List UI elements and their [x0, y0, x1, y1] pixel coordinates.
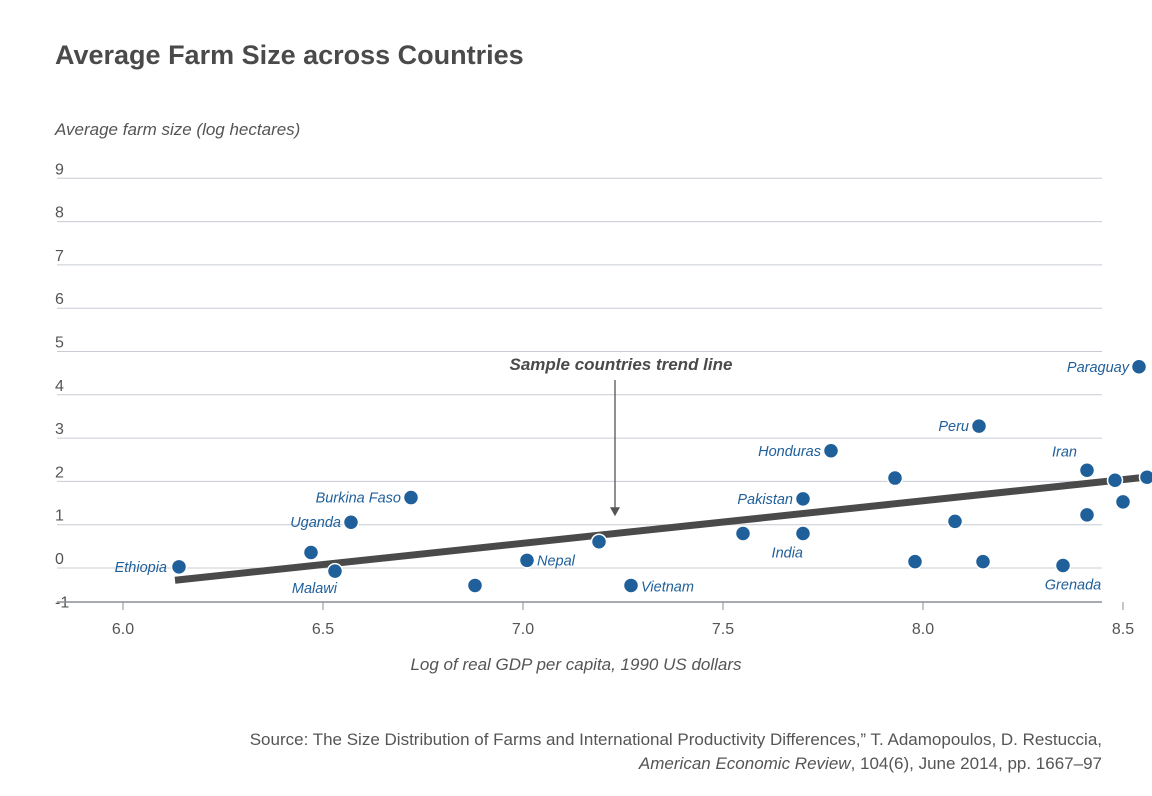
x-tick-2: 7.0 — [512, 621, 534, 638]
trend-line — [174, 472, 1152, 584]
y-tick-10: 9 — [55, 161, 64, 178]
label-uganda: Uganda — [290, 515, 341, 531]
point-pakistan — [794, 490, 812, 508]
data-points — [170, 358, 1152, 594]
point-burkina-faso — [402, 489, 420, 506]
point-7 — [590, 533, 608, 550]
label-nepal: Nepal — [537, 553, 576, 569]
annotation: Sample countries trend line — [510, 355, 733, 517]
point-20 — [1078, 506, 1096, 524]
point-21 — [1106, 471, 1124, 489]
y-tick-6: 5 — [55, 335, 64, 352]
source-note: Source: The Size Distribution of Farms a… — [250, 728, 1102, 776]
point-vietnam — [622, 577, 640, 594]
x-tick-4: 8.0 — [912, 621, 934, 638]
x-axis-label: Log of real GDP per capita, 1990 US doll… — [410, 655, 742, 674]
y-tick-0: -1 — [55, 594, 69, 611]
point-17 — [974, 553, 992, 570]
x-tick-1: 6.5 — [312, 621, 334, 638]
y-tick-labels: -1 0 1 2 3 4 5 6 7 8 9 — [55, 161, 69, 611]
label-india: India — [772, 545, 803, 561]
grid-lines — [57, 177, 1102, 569]
y-tick-8: 7 — [55, 248, 64, 265]
point-22 — [1114, 493, 1132, 511]
point-grenada — [1054, 557, 1072, 574]
trend-line-group — [174, 472, 1152, 584]
source-citation: , 104(6), June 2014, pp. 1667–97 — [850, 754, 1102, 773]
point-malawi — [326, 562, 344, 580]
label-peru: Peru — [938, 419, 969, 435]
point-peru — [970, 417, 988, 435]
point-15 — [946, 513, 964, 530]
y-tick-5: 4 — [55, 378, 64, 395]
point-ethiopia — [170, 558, 188, 576]
annotation-arrow-head — [610, 507, 620, 517]
x-tick-0: 6.0 — [112, 621, 134, 638]
x-tick-3: 7.5 — [712, 621, 734, 638]
label-malawi: Malawi — [292, 581, 338, 597]
point-uganda — [342, 513, 360, 531]
point-honduras — [822, 442, 840, 460]
point-labels: Ethiopia Burkina Faso Uganda Malawi Nepal Vie… — [115, 360, 1130, 597]
point-nepal — [518, 552, 536, 569]
y-tick-9: 8 — [55, 205, 64, 222]
point-14 — [906, 553, 924, 570]
label-burkina-faso: Burkina Faso — [316, 491, 401, 507]
point-paraguay — [1130, 358, 1148, 376]
source-journal: American Economic Review — [638, 754, 851, 773]
label-paraguay: Paraguay — [1067, 360, 1130, 376]
point-9 — [734, 525, 752, 542]
y-tick-1: 0 — [55, 551, 64, 568]
source-line-1: Source: The Size Distribution of Farms a… — [249, 730, 1102, 749]
label-iran: Iran — [1052, 444, 1077, 460]
point-3 — [302, 544, 320, 561]
source-line-2: American Economic Review, 104(6), June 2… — [250, 752, 1102, 776]
x-tick-labels: 6.06.57.07.58.08.59.09.510.010.5 — [112, 602, 1134, 638]
y-axis-label: Average farm size (log hectares) — [55, 120, 301, 139]
point-india — [794, 525, 812, 542]
x-tick-5: 8.5 — [1112, 621, 1134, 638]
label-vietnam: Vietnam — [641, 579, 694, 595]
point-13 — [886, 469, 904, 487]
label-grenada: Grenada — [1045, 578, 1101, 594]
trend-line-annotation: Sample countries trend line — [510, 355, 733, 374]
y-tick-7: 6 — [55, 291, 64, 308]
point-iran — [1078, 462, 1096, 479]
y-tick-2: 1 — [55, 508, 64, 525]
point-23 — [1138, 468, 1152, 486]
y-tick-3: 2 — [55, 464, 64, 481]
label-ethiopia: Ethiopia — [115, 560, 167, 576]
chart-title: Average Farm Size across Countries — [55, 40, 524, 70]
label-honduras: Honduras — [758, 444, 821, 460]
point-5 — [466, 577, 484, 594]
label-pakistan: Pakistan — [737, 492, 793, 508]
y-tick-4: 3 — [55, 421, 64, 438]
